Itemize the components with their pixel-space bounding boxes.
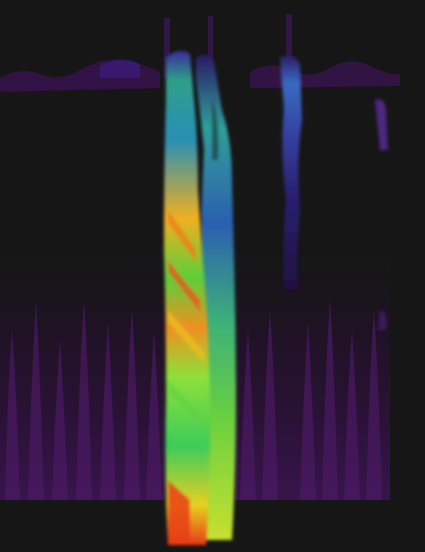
main-signal-band bbox=[164, 50, 210, 546]
right-signal-band bbox=[280, 55, 388, 330]
background-noise-left bbox=[0, 230, 165, 500]
top-tick-towers bbox=[164, 14, 292, 78]
background-noise-right bbox=[235, 230, 390, 500]
